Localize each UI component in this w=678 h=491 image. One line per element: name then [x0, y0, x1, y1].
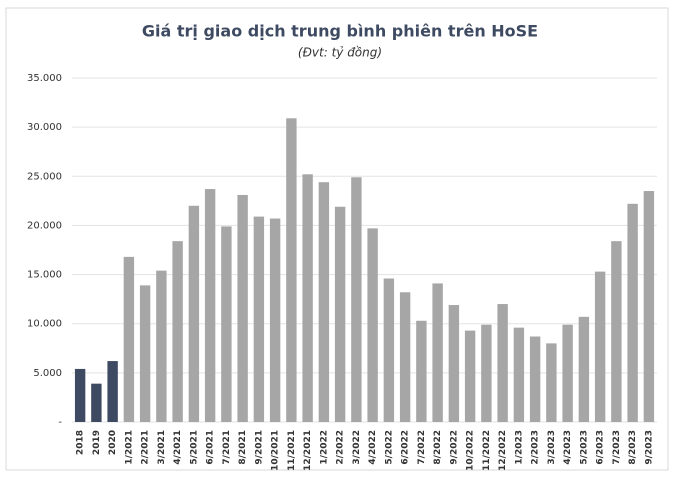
x-tick-label: 11/2021	[287, 430, 297, 471]
y-tick-label: 5.000	[33, 368, 62, 379]
y-tick-label: 10.000	[27, 319, 62, 330]
bar	[139, 285, 151, 422]
bar	[302, 174, 313, 422]
x-tick-label: 2018	[76, 430, 86, 455]
x-tick-label: 7/2022	[417, 430, 427, 465]
bar	[286, 118, 297, 422]
x-tick-label: 4/2021	[173, 430, 183, 465]
x-tick-label: 6/2023	[596, 430, 606, 465]
x-tick-label: 2/2023	[531, 430, 541, 465]
x-tick-label: 2019	[92, 430, 102, 455]
bar	[643, 191, 655, 422]
y-tick-label: 30.000	[27, 122, 62, 133]
x-tick-label: 3/2022	[352, 430, 362, 465]
bar	[562, 324, 573, 422]
bar	[156, 270, 167, 422]
x-tick-label: 1/2023	[514, 430, 524, 465]
x-tick-label: 1/2022	[319, 430, 329, 465]
x-tick-label: 4/2023	[563, 430, 573, 465]
x-tick-label: 6/2022	[401, 430, 411, 465]
chart-subtitle: (Đvt: tỷ đồng)	[298, 46, 382, 60]
x-tick-label: 8/2023	[628, 430, 638, 465]
y-tick-label: 35.000	[27, 73, 62, 84]
bar	[204, 189, 216, 422]
chart-title: Giá trị giao dịch trung bình phiên trên …	[142, 22, 538, 41]
bar	[269, 218, 281, 422]
bar	[578, 316, 590, 422]
x-tick-label: 4/2022	[368, 430, 378, 465]
bar	[188, 205, 200, 422]
x-tick-label: 5/2021	[189, 430, 199, 465]
bar	[529, 336, 541, 422]
x-tick-label: 10/2022	[466, 430, 476, 471]
bar	[627, 203, 638, 422]
x-tick-label: 7/2021	[222, 430, 232, 465]
x-tick-label: 2/2021	[141, 430, 151, 465]
bar	[481, 324, 492, 422]
bar	[351, 177, 362, 422]
x-tick-label: 2020	[108, 430, 118, 455]
x-tick-label: 5/2023	[579, 430, 589, 465]
y-tick-label: 15.000	[27, 270, 62, 281]
bar	[318, 182, 330, 422]
bar	[334, 206, 346, 422]
bar	[513, 327, 525, 422]
bar	[497, 304, 508, 422]
x-tick-label: 11/2022	[482, 430, 492, 471]
x-tick-label: 9/2021	[254, 430, 264, 465]
x-tick-label: 9/2022	[449, 430, 459, 465]
bar	[123, 256, 135, 422]
y-tick-label: 20.000	[27, 220, 62, 231]
y-tick-label: -	[58, 417, 62, 428]
x-tick-label: 1/2021	[124, 430, 134, 465]
x-tick-label: 2/2022	[336, 430, 346, 465]
bar	[91, 383, 102, 422]
bar	[611, 241, 622, 422]
bar	[464, 330, 476, 422]
bar	[367, 228, 378, 422]
bar	[432, 283, 443, 422]
x-tick-label: 8/2022	[433, 430, 443, 465]
bar	[253, 216, 265, 422]
bar	[237, 194, 248, 422]
bar	[383, 278, 395, 422]
x-tick-label: 12/2022	[498, 430, 508, 471]
x-tick-label: 12/2021	[303, 430, 313, 471]
y-tick-label: 25.000	[27, 171, 62, 182]
x-tick-label: 5/2022	[384, 430, 394, 465]
bar	[448, 305, 460, 422]
x-tick-label: 7/2023	[612, 430, 622, 465]
x-tick-label: 9/2023	[644, 430, 654, 465]
x-tick-label: 3/2021	[157, 430, 167, 465]
x-tick-label: 10/2021	[271, 430, 281, 471]
bar	[416, 320, 427, 422]
bar	[221, 226, 232, 422]
bar	[594, 271, 606, 422]
bar	[546, 343, 557, 422]
x-tick-label: 6/2021	[206, 430, 216, 465]
x-tick-label: 3/2023	[547, 430, 557, 465]
bar	[172, 241, 183, 422]
bar	[107, 361, 118, 422]
bar	[399, 292, 411, 422]
x-tick-label: 8/2021	[238, 430, 248, 465]
bar	[74, 368, 86, 422]
